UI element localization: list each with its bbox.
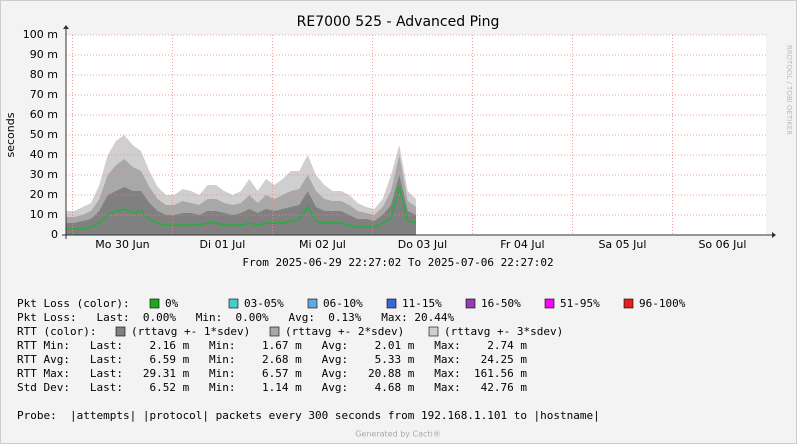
y-tick-label: 30 m	[30, 168, 58, 181]
y-tick-label: 80 m	[30, 68, 58, 81]
x-tick-label: Mo 30 Jun	[95, 238, 149, 251]
y-tick-label: 40 m	[30, 148, 58, 161]
legend-swatch	[115, 326, 126, 337]
legend-swatch	[428, 326, 439, 337]
y-tick-label: 70 m	[30, 88, 58, 101]
legend-label: 51-95%	[560, 297, 600, 310]
probe-line: Probe: |attempts| |protocol| packets eve…	[17, 409, 600, 422]
x-tick-label: Do 03 Jul	[398, 238, 447, 251]
stats-line: RTT Avg: Last: 6.59 m Min: 2.68 m Avg: 5…	[17, 353, 527, 366]
x-tick-label: Mi 02 Jul	[299, 238, 346, 251]
y-tick-label: 60 m	[30, 108, 58, 121]
watermark: RRDTOOL / TOBI OETIKER	[785, 45, 793, 135]
legend-swatch	[465, 298, 476, 309]
y-tick-label: 50 m	[30, 128, 58, 141]
legend-swatch	[269, 326, 280, 337]
y-tick-label: 100 m	[23, 28, 58, 41]
y-tick-label: 20 m	[30, 188, 58, 201]
legend-label: 96-100%	[639, 297, 686, 310]
legend-swatch	[149, 298, 160, 309]
legend-swatch	[623, 298, 634, 309]
stats-line: RTT Min: Last: 2.16 m Min: 1.67 m Avg: 2…	[17, 339, 527, 352]
footer: Generated by Cacti®	[355, 430, 441, 439]
stats-line: RTT Max: Last: 29.31 m Min: 6.57 m Avg: …	[17, 367, 527, 380]
subtitle: From 2025-06-29 22:27:02 To 2025-07-06 2…	[242, 256, 553, 269]
loss-legend-label: Pkt Loss (color):	[17, 297, 130, 310]
legend-label: (rttavg +- 2*sdev)	[285, 325, 404, 338]
stats-line: Pkt Loss: Last: 0.00% Min: 0.00% Avg: 0.…	[17, 311, 454, 324]
x-tick-label: Sa 05 Jul	[598, 238, 646, 251]
legend-label: 06-10%	[323, 297, 363, 310]
median-line	[66, 186, 417, 230]
legend-label: 0%	[165, 297, 179, 310]
y-tick-label: 0	[51, 228, 58, 241]
x-tick-label: Fr 04 Jul	[500, 238, 544, 251]
x-tick-label: Di 01 Jul	[200, 238, 246, 251]
x-tick-label: So 06 Jul	[698, 238, 746, 251]
legend-label: 16-50%	[481, 297, 521, 310]
y-tick-label: 10 m	[30, 208, 58, 221]
y-tick-label: 90 m	[30, 48, 58, 61]
axis-arrow	[772, 232, 776, 238]
legend-swatch	[228, 298, 239, 309]
legend-swatch	[386, 298, 397, 309]
legend-label: 11-15%	[402, 297, 442, 310]
axis-arrow	[63, 25, 69, 29]
y-axis-label: seconds	[4, 112, 17, 157]
band-area	[66, 175, 416, 235]
legend-swatch	[544, 298, 555, 309]
stats-line: Std Dev: Last: 6.52 m Min: 1.14 m Avg: 4…	[17, 381, 527, 394]
rtt-legend-label: RTT (color):	[17, 325, 96, 338]
legend-label: (rttavg +- 3*sdev)	[444, 325, 563, 338]
chart-title: RE7000 525 - Advanced Ping	[297, 14, 500, 30]
legend-label: 03-05%	[244, 297, 284, 310]
legend-label: (rttavg +- 1*sdev)	[131, 325, 250, 338]
legend-swatch	[307, 298, 318, 309]
